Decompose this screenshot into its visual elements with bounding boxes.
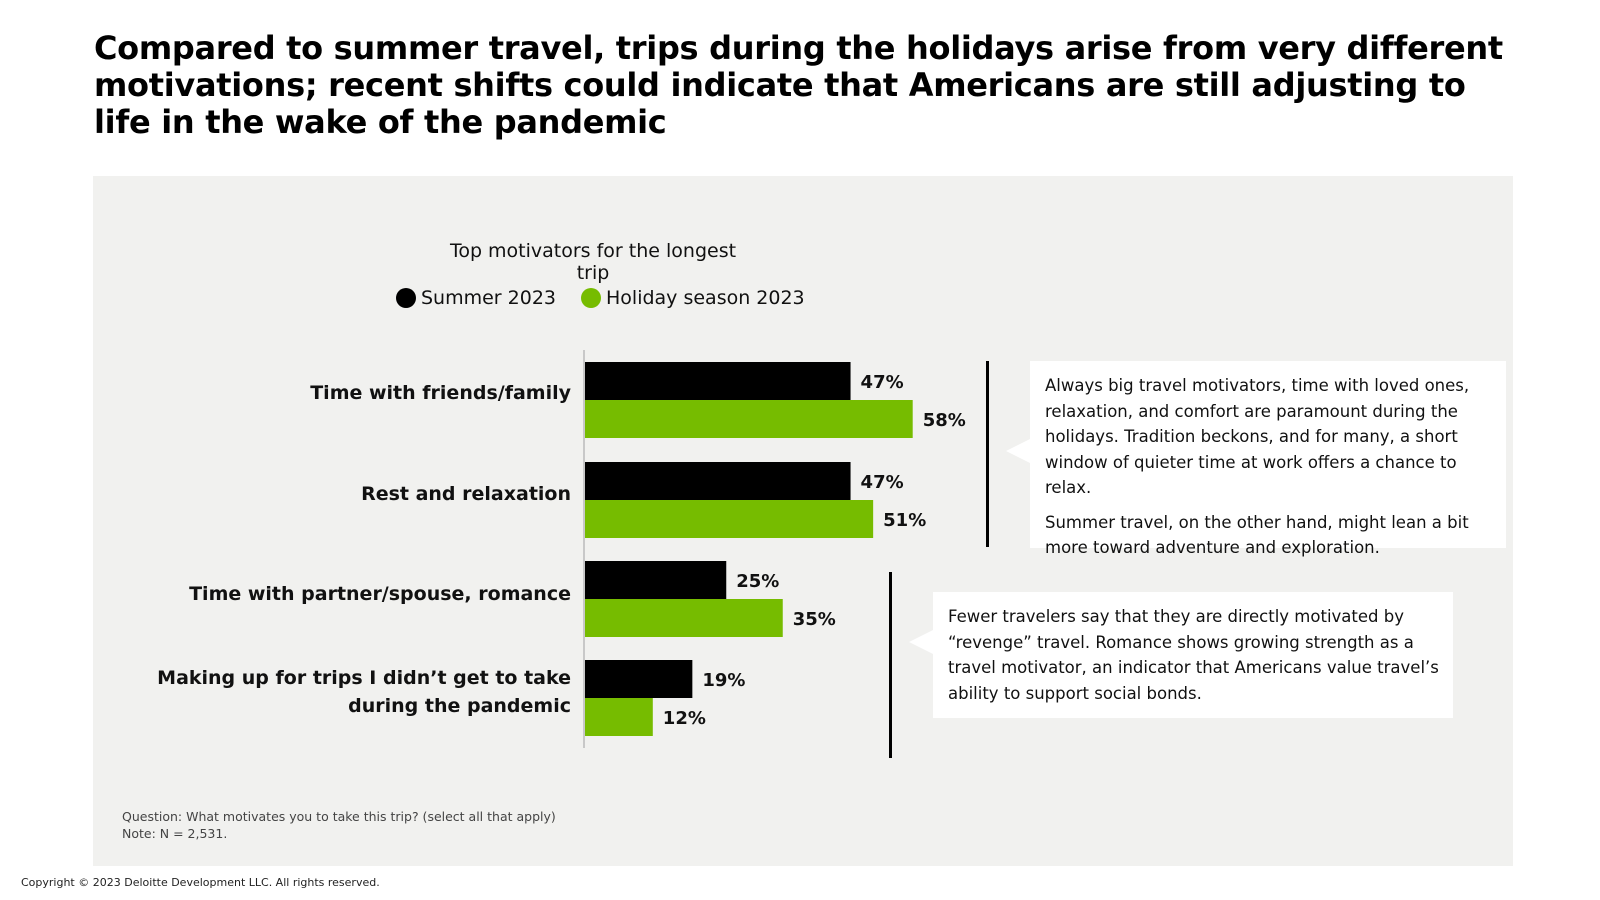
data-label-summer-1: 47%	[861, 472, 904, 493]
chart-title: Top motivators for the longest trip	[449, 240, 737, 284]
callout-box-1: Always big travel motivators, time with …	[1006, 361, 1506, 557]
legend-label-holiday: Holiday season 2023	[606, 287, 805, 309]
bar-holiday-1	[585, 500, 874, 538]
callout-1-paragraph-1: Always big travel motivators, time with …	[1045, 376, 1470, 497]
category-label-making-up-trips: Making up for trips I didn’t get to take…	[157, 667, 571, 717]
legend-item-summer: Summer 2023	[396, 287, 556, 309]
data-label-summer-2: 25%	[736, 571, 779, 592]
data-label-holiday-0: 58%	[923, 410, 966, 431]
data-label-holiday-1: 51%	[883, 510, 926, 531]
chart-panel: Top motivators for the longest trip Summ…	[93, 176, 1513, 866]
page-title: Compared to summer travel, trips during …	[94, 29, 1503, 141]
legend-label-summer: Summer 2023	[421, 287, 557, 309]
data-label-holiday-3: 12%	[663, 708, 706, 729]
legend-swatch-holiday	[581, 288, 601, 308]
callout-pointer-1	[1006, 439, 1030, 463]
callout-1-paragraph-2: Summer travel, on the other hand, might …	[1045, 512, 1469, 558]
bar-holiday-3	[585, 698, 653, 736]
bar-summer-1	[585, 462, 851, 500]
callout-box-2: Fewer travelers say that they are direct…	[909, 592, 1453, 718]
legend-swatch-summer	[396, 288, 416, 308]
copyright-notice: Copyright © 2023 Deloitte Development LL…	[21, 876, 380, 889]
bar-summer-0	[585, 362, 851, 400]
data-label-summer-0: 47%	[861, 372, 904, 393]
category-label-partner-romance: Time with partner/spouse, romance	[189, 583, 571, 605]
bar-holiday-2	[585, 599, 783, 637]
bar-summer-3	[585, 660, 693, 698]
category-label-friends-family: Time with friends/family	[310, 382, 571, 404]
category-label-rest-relaxation: Rest and relaxation	[361, 483, 571, 505]
callout-2-paragraph-1: Fewer travelers say that they are direct…	[948, 607, 1439, 703]
bar-holiday-0	[585, 400, 913, 438]
callout-bracket-line-2	[889, 572, 892, 758]
footnote-note: Note: N = 2,531.	[122, 826, 228, 841]
data-label-summer-3: 19%	[702, 670, 745, 691]
footnote-question: Question: What motivates you to take thi…	[122, 809, 556, 824]
footnote: Question: What motivates you to take thi…	[122, 808, 556, 842]
legend-item-holiday: Holiday season 2023	[581, 287, 805, 309]
bar-summer-2	[585, 561, 727, 599]
data-label-holiday-2: 35%	[793, 609, 836, 630]
callout-pointer-2	[909, 630, 933, 654]
bar-chart: 47% 58% 47% 51% 25% 35% 19% 12%	[583, 350, 966, 748]
callout-bracket-line-1	[986, 361, 989, 547]
